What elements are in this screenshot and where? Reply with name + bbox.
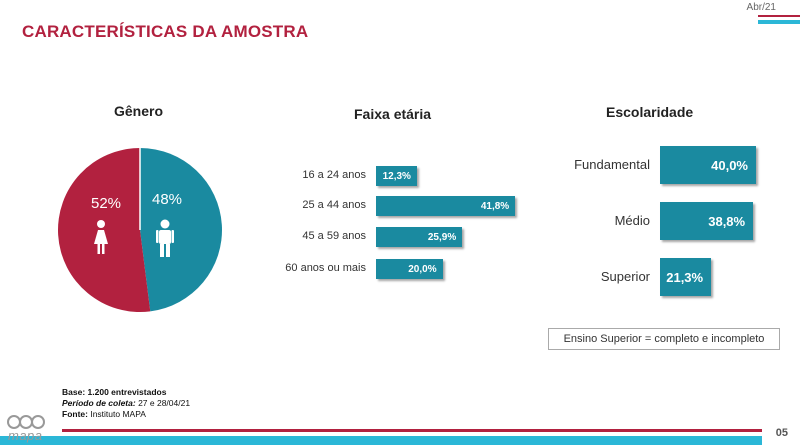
pie-label-male: 48% [152, 191, 182, 208]
education-category-label: Fundamental [574, 157, 650, 172]
age-category-label: 16 a 24 anos [302, 169, 366, 181]
age-bar: 41,8% [376, 196, 516, 216]
education-bar: 38,8% [660, 202, 754, 240]
pie-slice-male [140, 148, 222, 312]
mapa-logo-icon [7, 415, 45, 429]
logo-text: mapa [8, 428, 43, 443]
footer-rule-cyan [0, 436, 762, 445]
age-bar-value: 41,8% [480, 200, 510, 212]
age-bar: 20,0% [376, 259, 443, 279]
male-icon [156, 219, 174, 257]
education-bar-value: 38,8% [708, 213, 746, 229]
education-bar: 40,0% [660, 146, 756, 184]
source-value: Instituto MAPA [90, 409, 146, 419]
date-label: Abr/21 [746, 2, 776, 13]
period-label: Período de coleta: [62, 398, 136, 408]
age-category-label: 60 anos ou mais [285, 262, 366, 274]
base-value: 1.200 entrevistados [87, 387, 167, 397]
age-bar-value: 25,9% [427, 231, 457, 243]
source-label: Fonte: [62, 409, 88, 419]
age-bar-value: 20,0% [408, 263, 437, 275]
header-rule-red [758, 15, 800, 17]
sample-info: Base: 1.200 entrevistados Período de col… [62, 387, 190, 420]
age-bar-value: 12,3% [382, 170, 411, 182]
education-chart-title: Escolaridade [606, 104, 694, 120]
age-bar: 25,9% [376, 227, 463, 247]
header-rule-cyan [758, 20, 800, 24]
age-bar: 12,3% [376, 166, 417, 186]
education-bar-value: 21,3% [666, 269, 704, 285]
education-bar: 21,3% [660, 258, 712, 296]
education-note: Ensino Superior = completo e incompleto [548, 328, 780, 350]
page-title: CARACTERÍSTICAS DA AMOSTRA [22, 22, 309, 41]
period-value: 27 e 28/04/21 [138, 398, 191, 408]
age-category-label: 45 a 59 anos [302, 230, 366, 242]
pie-slice-female [58, 148, 151, 312]
age-category-label: 25 a 44 anos [302, 199, 366, 211]
gender-pie-chart: 52% 48% [58, 148, 222, 312]
female-icon [94, 220, 108, 254]
gender-chart-title: Gênero [114, 103, 164, 119]
education-category-label: Superior [600, 269, 650, 284]
page-number: 05 [775, 427, 788, 439]
base-label: Base: [62, 387, 86, 397]
education-category-label: Médio [614, 213, 650, 228]
age-chart-title: Faixa etária [354, 106, 432, 122]
education-bar-value: 40,0% [711, 157, 748, 173]
footer-rule-red [62, 429, 762, 432]
pie-label-female: 52% [91, 195, 121, 212]
